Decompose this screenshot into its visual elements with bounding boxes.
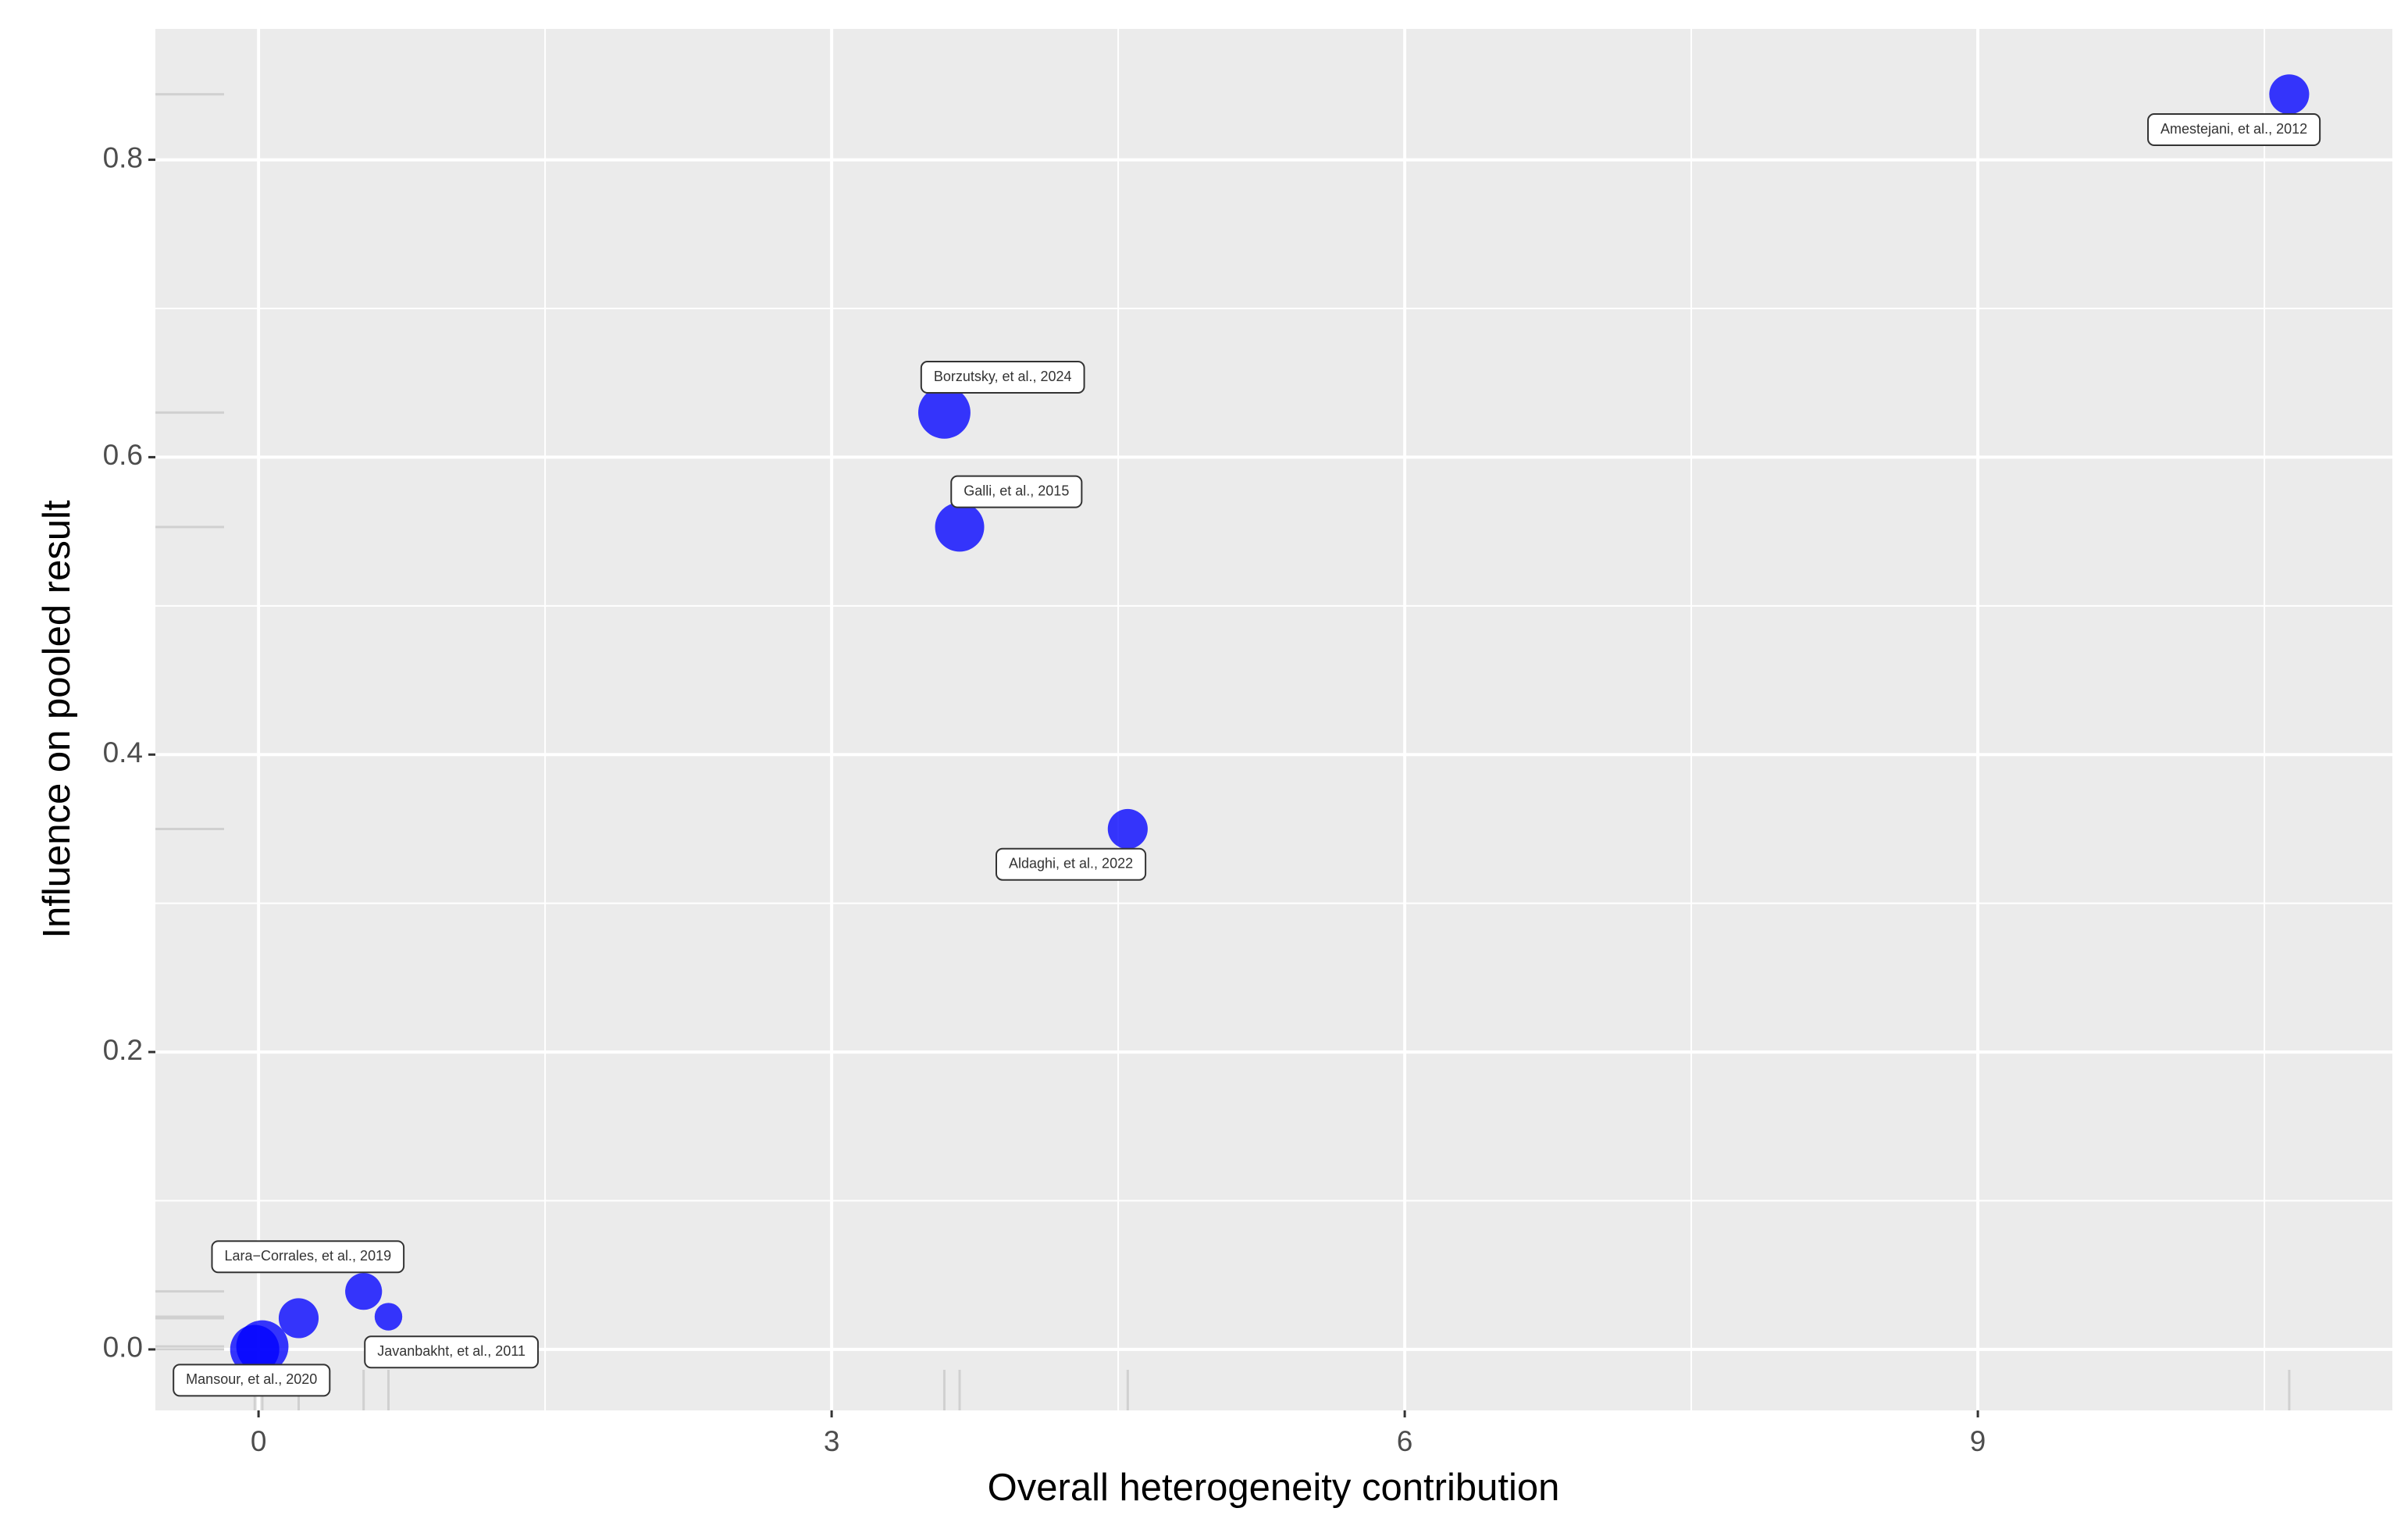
plot-panel — [155, 29, 2392, 1410]
point — [2269, 74, 2310, 115]
point — [918, 386, 971, 439]
point-label: Borzutsky, et al., 2024 — [934, 369, 1072, 384]
point-label-box: Amestejani, et al., 2012 — [2147, 113, 2321, 147]
y-tick-label: 0.2 — [103, 1034, 143, 1066]
y-tick-label: 0.0 — [103, 1332, 143, 1364]
label-frame — [2147, 113, 2321, 147]
point-label: Amestejani, et al., 2012 — [2160, 121, 2307, 137]
point-label-box: Galli, et al., 2015 — [950, 475, 1083, 508]
label-frame — [920, 361, 1085, 394]
y-axis-title: Influence on pooled result — [36, 500, 78, 939]
point-label-box: Javanbakht, et al., 2011 — [364, 1335, 540, 1369]
point-label-box: Borzutsky, et al., 2024 — [920, 361, 1085, 394]
point — [935, 502, 985, 552]
y-tick-label: 0.4 — [103, 736, 143, 768]
x-tick-label: 6 — [1397, 1425, 1413, 1457]
x-tick-label: 9 — [1970, 1425, 1986, 1457]
x-axis-title: Overall heterogeneity contribution — [988, 1467, 1560, 1509]
label-frame — [173, 1364, 331, 1397]
point-label: Mansour, et al., 2020 — [186, 1371, 317, 1387]
point-label: Javanbakht, et al., 2011 — [377, 1343, 525, 1359]
label-frame — [211, 1240, 405, 1274]
x-tick-label: 3 — [824, 1425, 840, 1457]
y-tick-label: 0.8 — [103, 141, 143, 173]
point — [278, 1298, 319, 1339]
point-label-box: Lara−Corrales, et al., 2019 — [211, 1240, 405, 1274]
point — [374, 1303, 403, 1331]
point-label-box: Aldaghi, et al., 2022 — [995, 847, 1147, 881]
label-frame — [364, 1335, 540, 1369]
point — [345, 1273, 383, 1310]
point — [230, 1324, 280, 1374]
x-tick-label: 0 — [251, 1425, 267, 1457]
y-tick-label: 0.6 — [103, 439, 143, 471]
point-label-box: Mansour, et al., 2020 — [173, 1364, 331, 1397]
point-label: Lara−Corrales, et al., 2019 — [224, 1248, 391, 1264]
point-label: Aldaghi, et al., 2022 — [1009, 855, 1133, 871]
point-label: Galli, et al., 2015 — [964, 483, 1069, 498]
label-frame — [950, 475, 1083, 508]
label-frame — [995, 847, 1147, 881]
point — [1107, 808, 1148, 850]
